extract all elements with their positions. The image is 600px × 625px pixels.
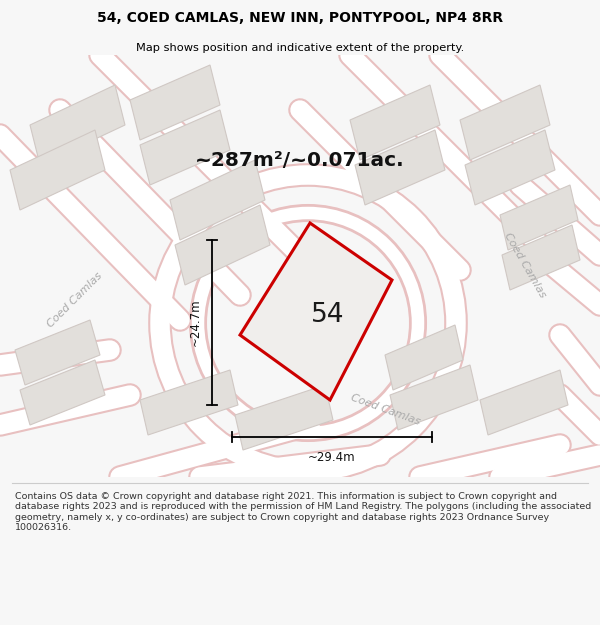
Text: Map shows position and indicative extent of the property.: Map shows position and indicative extent… — [136, 43, 464, 53]
Polygon shape — [235, 385, 333, 450]
Polygon shape — [385, 325, 463, 390]
Polygon shape — [175, 205, 270, 285]
Polygon shape — [240, 223, 392, 400]
Text: Coed Camlas: Coed Camlas — [502, 231, 548, 299]
Polygon shape — [140, 370, 238, 435]
Polygon shape — [500, 185, 578, 250]
Text: Contains OS data © Crown copyright and database right 2021. This information is : Contains OS data © Crown copyright and d… — [15, 492, 591, 532]
Text: 54, COED CAMLAS, NEW INN, PONTYPOOL, NP4 8RR: 54, COED CAMLAS, NEW INN, PONTYPOOL, NP4… — [97, 11, 503, 25]
Text: ~24.7m: ~24.7m — [189, 299, 202, 346]
Text: Coed Camlas: Coed Camlas — [349, 392, 421, 428]
Polygon shape — [390, 365, 478, 430]
Polygon shape — [140, 110, 230, 185]
Polygon shape — [130, 65, 220, 140]
Polygon shape — [460, 85, 550, 160]
Polygon shape — [30, 85, 125, 165]
Polygon shape — [350, 85, 440, 160]
Polygon shape — [20, 360, 105, 425]
Polygon shape — [502, 225, 580, 290]
Text: Coed Camlas: Coed Camlas — [46, 271, 104, 329]
Polygon shape — [355, 130, 445, 205]
Text: 54: 54 — [311, 301, 345, 328]
Polygon shape — [480, 370, 568, 435]
Polygon shape — [15, 320, 100, 385]
Polygon shape — [10, 130, 105, 210]
Polygon shape — [170, 160, 265, 240]
Polygon shape — [465, 130, 555, 205]
Text: ~29.4m: ~29.4m — [308, 451, 356, 464]
Text: ~287m²/~0.071ac.: ~287m²/~0.071ac. — [195, 151, 405, 169]
